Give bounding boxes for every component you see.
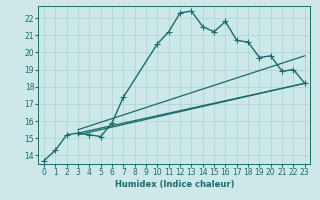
X-axis label: Humidex (Indice chaleur): Humidex (Indice chaleur) [115, 180, 234, 189]
